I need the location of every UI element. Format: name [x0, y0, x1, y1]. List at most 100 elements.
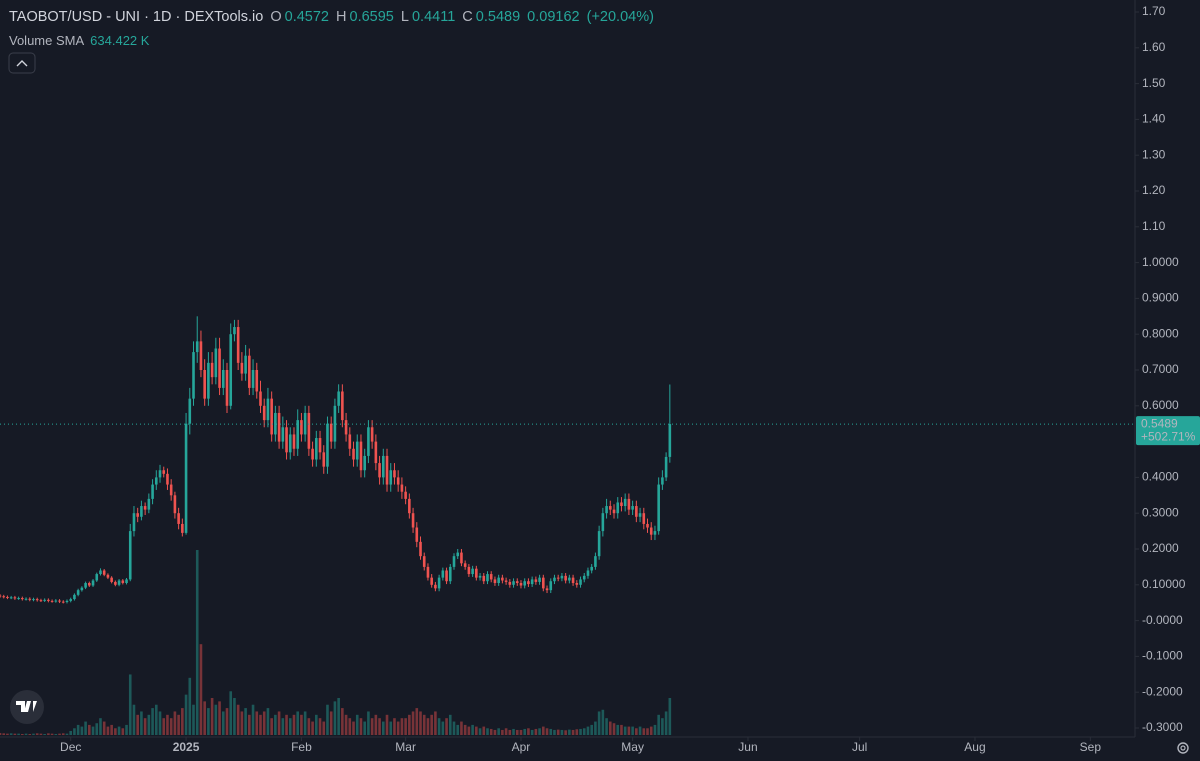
volume-bar: [486, 728, 489, 735]
candle-body: [620, 502, 623, 507]
volume-bar: [39, 733, 43, 735]
volume-bar: [300, 714, 303, 735]
candle-body: [251, 370, 255, 388]
candle-body: [534, 579, 538, 582]
candle-body: [128, 531, 132, 580]
volume-bar: [88, 724, 91, 735]
candle-body: [616, 502, 620, 514]
volume-bar: [281, 718, 285, 735]
candle-body: [184, 423, 188, 533]
y-tick-label: 0.6000: [1142, 398, 1179, 412]
candle-body: [590, 566, 593, 571]
volume-bar: [69, 730, 73, 735]
candle-body: [99, 570, 102, 575]
collapse-button[interactable]: [8, 52, 36, 74]
candle-body: [441, 570, 445, 578]
volume-bar: [508, 729, 512, 735]
candle-body: [605, 506, 608, 514]
candle-body: [545, 588, 549, 591]
volume-bar: [28, 733, 32, 735]
candle-body: [91, 580, 95, 586]
volume-bar: [207, 708, 210, 735]
x-tick-label: Apr: [512, 740, 531, 754]
volume-bar: [396, 721, 400, 735]
volume-bar: [218, 701, 221, 735]
candle-body: [54, 600, 58, 602]
candle-body: [28, 598, 32, 600]
candle-body: [0, 595, 2, 597]
candle-body: [489, 574, 493, 580]
volume-bar: [47, 733, 50, 735]
candle-body: [177, 513, 180, 524]
candle-body: [69, 599, 73, 601]
candle-body: [363, 455, 366, 471]
candle-body: [2, 596, 6, 598]
candle-body: [221, 370, 225, 388]
volume-bar: [437, 718, 441, 735]
y-tick-label: 0.7000: [1142, 362, 1179, 376]
candle-body: [39, 600, 43, 602]
volume-bar: [497, 728, 500, 735]
candle-body: [6, 596, 9, 598]
volume-bar: [463, 724, 467, 735]
candle-body: [393, 470, 396, 478]
candle-body: [307, 412, 311, 449]
volume-bar: [344, 714, 348, 735]
candle-body: [452, 556, 456, 567]
candle-body: [281, 427, 285, 442]
y-tick-label: -0.3000: [1142, 720, 1183, 734]
candle-body: [460, 552, 463, 564]
volume-bar: [221, 711, 225, 735]
candle-body: [233, 327, 236, 335]
volume-bar: [54, 733, 58, 735]
volume-bar: [370, 718, 374, 735]
candle-body: [538, 577, 541, 582]
candle-body: [374, 441, 378, 464]
volume-sma: 634.422 K: [90, 33, 150, 48]
volume-bar: [441, 721, 445, 735]
candle-body: [244, 355, 247, 374]
y-tick-label: 0.10000: [1142, 577, 1186, 591]
x-tick-label: 2025: [173, 740, 200, 754]
volume-bar: [99, 718, 102, 735]
volume-bar: [21, 733, 24, 735]
volume-bar: [140, 711, 143, 735]
volume-bar: [80, 726, 84, 735]
candle-body: [608, 506, 612, 510]
volume-bar: [102, 721, 106, 735]
volume-bar: [460, 721, 463, 735]
candle-body: [50, 600, 54, 602]
candle-body: [594, 556, 597, 567]
candle-body: [653, 531, 657, 535]
candle-body: [117, 580, 121, 585]
volume-bar: [315, 714, 318, 735]
candle-body: [47, 599, 50, 601]
volume-bar: [214, 704, 218, 735]
volume-bar: [307, 718, 311, 735]
candle-body: [635, 506, 638, 517]
candle-body: [136, 513, 139, 517]
y-tick-label: -0.2000: [1142, 684, 1183, 698]
volume-bar: [162, 718, 166, 735]
candle-body: [527, 581, 530, 585]
volume-bar: [311, 721, 314, 735]
volume-bar: [177, 714, 180, 735]
candle-body: [285, 427, 288, 453]
x-tick-label: May: [621, 740, 644, 754]
settings-button[interactable]: [1177, 742, 1189, 754]
volume-bar: [106, 726, 110, 735]
volume-bar: [404, 718, 407, 735]
candle-body: [266, 398, 270, 421]
candle-body: [140, 506, 143, 517]
volume-bar: [590, 724, 593, 735]
candle-body: [568, 577, 571, 581]
ohlc-value: 0.6595: [349, 9, 394, 25]
volume-bar: [277, 711, 281, 735]
candle-body: [519, 583, 523, 586]
y-tick-label: -0.0000: [1142, 613, 1183, 627]
volume-bar: [478, 728, 482, 735]
volume-bar: [132, 704, 136, 735]
candle-body: [329, 423, 333, 442]
candle-body: [199, 341, 203, 370]
